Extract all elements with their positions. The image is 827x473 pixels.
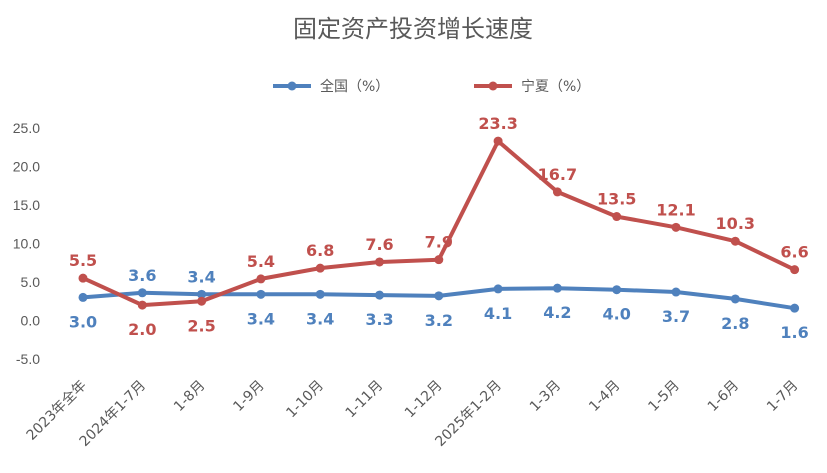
data-label-national: 1.6 [780,323,808,342]
legend-item-national: 全国（%） [273,78,389,95]
legend: 全国（%） 宁夏（%） [273,78,590,95]
x-tick-label: 1-10月 [283,378,327,422]
point-ningxia [256,274,266,284]
legend-marker-ningxia [488,81,498,91]
data-label-ningxia: 13.5 [597,190,636,209]
y-tick-label: 10.0 [13,236,40,252]
legend-item-ningxia: 宁夏（%） [474,78,590,95]
series-layer [78,136,800,313]
chart-title: 固定资产投资增长速度 [293,15,533,43]
point-ningxia [612,212,622,222]
data-labels: 3.0 5.5 3.6 2.0 3.4 2.5 3.4 5.4 3.4 6.8 3.3 7.6 3.2 7… [69,114,809,342]
data-label-national: 3.7 [662,307,690,326]
point-national [552,283,562,293]
x-tick-label: 1-6月 [705,378,742,415]
point-ningxia [434,255,444,265]
data-label-national: 4.2 [543,303,571,322]
point-national [315,289,325,299]
point-ningxia [493,136,503,146]
x-tick-label: 1-12月 [402,378,446,422]
y-tick-label: -5.0 [16,351,40,367]
y-tick-label: 15.0 [13,197,40,213]
y-axis: 25.0 20.0 15.0 10.0 5.0 0.0 -5.0 [13,120,40,367]
point-ningxia [375,257,384,267]
point-ningxia [790,265,800,275]
point-ningxia [552,187,562,197]
data-label-ningxia: 2.0 [128,320,156,339]
x-tick-label: 1-5月 [645,378,682,415]
data-label-national: 3.2 [425,311,453,330]
data-label-ningxia: 5.4 [247,252,275,271]
data-label-ningxia: 10.3 [716,214,755,233]
y-tick-label: 25.0 [13,120,40,136]
x-tick-label: 1-7月 [764,378,801,415]
point-national [256,289,266,299]
data-label-national: 3.4 [187,267,215,286]
point-national [78,292,88,302]
point-national [671,287,681,297]
legend-marker-national [287,81,297,91]
x-tick-label: 1-3月 [527,378,564,415]
y-tick-label: 5.0 [21,274,41,290]
data-label-national: 3.3 [365,310,393,329]
data-label-national: 4.0 [603,305,631,324]
point-ningxia [137,300,147,310]
data-label-ningxia: 5.5 [69,251,97,270]
point-national [730,294,740,304]
x-tick-label: 1-4月 [586,378,623,415]
point-national [612,285,622,295]
point-ningxia [671,222,681,232]
data-label-ningxia: 7.9 [425,233,453,252]
point-ningxia [315,263,325,273]
point-ningxia [197,296,207,306]
x-tick-label: 1-9月 [230,378,267,415]
point-national [493,284,503,294]
data-label-national: 3.4 [247,309,275,328]
data-label-ningxia: 2.5 [187,316,215,335]
point-national [197,289,207,299]
point-ningxia [78,273,88,283]
y-tick-label: 0.0 [21,313,41,329]
x-tick-label: 2023年全年 [23,377,90,444]
data-label-national: 3.4 [306,309,334,328]
data-label-ningxia: 6.8 [306,241,334,260]
data-label-ningxia: 23.3 [478,114,517,133]
data-label-ningxia: 16.7 [538,165,577,184]
point-national [790,303,800,313]
data-label-national: 2.8 [721,314,749,333]
legend-label-national: 全国（%） [320,78,389,95]
data-label-national: 4.1 [484,304,512,323]
legend-label-ningxia: 宁夏（%） [521,78,590,95]
point-national [434,291,444,301]
point-national [137,288,147,298]
data-label-national: 3.6 [128,266,156,285]
data-label-national: 3.0 [69,312,97,331]
data-label-ningxia: 6.6 [780,243,808,262]
point-national [375,290,384,300]
x-tick-label: 1-8月 [171,378,208,415]
data-label-ningxia: 12.1 [656,200,695,219]
x-tick-label: 1-11月 [343,378,387,422]
point-ningxia [730,236,740,246]
data-label-ningxia: 7.6 [365,235,393,254]
y-tick-label: 20.0 [13,159,40,175]
